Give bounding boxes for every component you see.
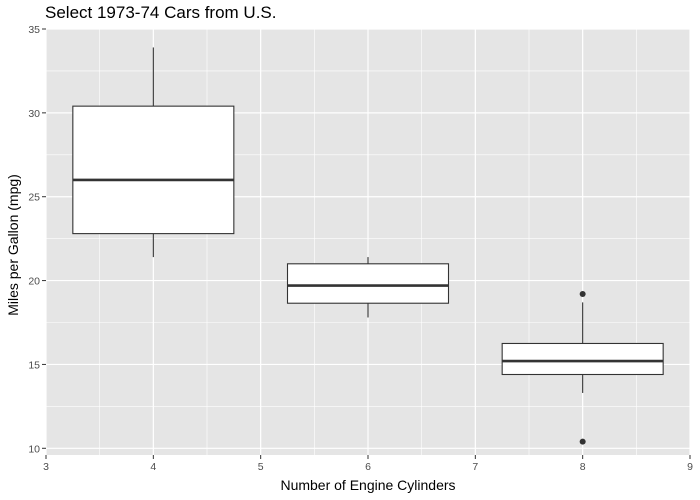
y-tick-label: 35 — [28, 24, 40, 36]
box — [501, 342, 664, 376]
outlier-point — [579, 438, 586, 445]
x-tick-label: 3 — [43, 461, 49, 473]
y-axis-label: Miles per Gallon (mpg) — [5, 174, 21, 316]
y-tick-label: 25 — [28, 192, 40, 204]
x-tick-label: 9 — [687, 461, 693, 473]
y-tick-label: 15 — [28, 359, 40, 371]
axes: 3 4 5 6 7 8 9 10 15 20 25 30 35 — [28, 24, 693, 473]
y-tick-label: 30 — [28, 108, 40, 120]
outlier-point — [579, 290, 586, 297]
x-tick-label: 7 — [472, 461, 478, 473]
box — [286, 263, 450, 304]
x-tick-label: 5 — [258, 461, 264, 473]
chart-title: Select 1973-74 Cars from U.S. — [45, 3, 277, 22]
y-tick-label: 10 — [28, 443, 40, 455]
box — [72, 105, 235, 235]
box-group — [286, 257, 450, 318]
x-tick-label: 4 — [150, 461, 156, 473]
x-tick-label: 8 — [580, 461, 586, 473]
boxes — [72, 47, 664, 445]
box-group — [501, 290, 664, 445]
x-axis-label: Number of Engine Cylinders — [280, 477, 455, 493]
box-group — [72, 47, 235, 258]
x-tick-label: 6 — [365, 461, 371, 473]
y-tick-label: 20 — [28, 276, 40, 288]
